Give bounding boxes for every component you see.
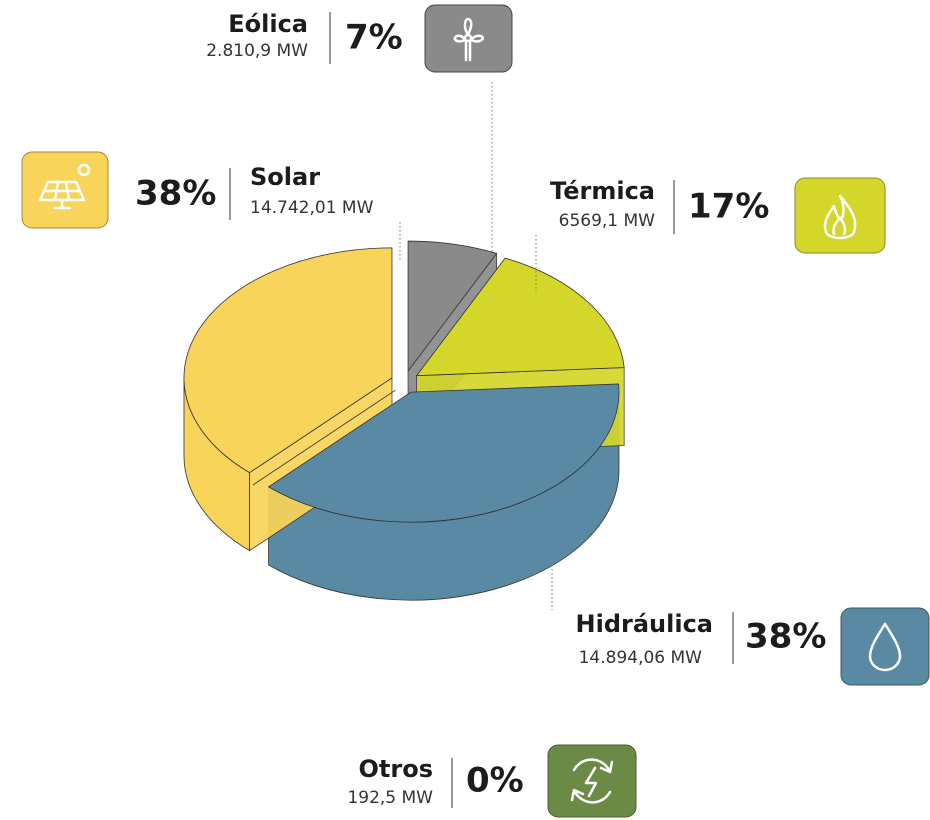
detail-label: 14.742,01 MW	[250, 198, 374, 218]
icon-box	[840, 607, 930, 686]
detail-label: 192,5 MW	[347, 788, 433, 808]
icon-box	[547, 744, 637, 818]
value-label: 38%	[745, 617, 826, 657]
detail-label: 14.894,06 MW	[579, 648, 703, 668]
value-label: 7%	[345, 18, 403, 58]
category-label: Solar	[250, 163, 320, 191]
renew-icon	[570, 758, 614, 804]
slice	[415, 257, 625, 377]
detail-label: 6569,1 MW	[559, 211, 656, 231]
label-otros: Otros 192,5 MW 0%	[347, 744, 637, 818]
label-hidraulica: Hidráulica 14.894,06 MW 38%	[576, 607, 930, 686]
wind-icon	[453, 17, 485, 62]
label-termica: Térmica 6569,1 MW 17%	[550, 177, 886, 254]
label-solar: 38% Solar 14.742,01 MW	[21, 151, 374, 229]
drop-icon	[868, 622, 902, 672]
detail-label: 2.810,9 MW	[206, 41, 308, 61]
slice	[252, 389, 396, 486]
slice	[183, 247, 393, 474]
icon-box	[794, 177, 886, 254]
category-label: Eólica	[228, 10, 308, 38]
value-label: 38%	[135, 174, 216, 214]
slice	[267, 383, 620, 523]
solar-icon	[38, 163, 91, 210]
category-label: Térmica	[550, 177, 655, 205]
category-label: Hidráulica	[576, 610, 713, 638]
category-label: Otros	[359, 755, 433, 783]
flame-icon	[823, 194, 857, 240]
label-eolica: Eólica 2.810,9 MW 7%	[206, 4, 513, 73]
pie	[183, 240, 625, 601]
value-label: 17%	[688, 187, 769, 227]
value-label: 0%	[466, 761, 524, 801]
slice	[407, 240, 498, 373]
icon-box	[424, 4, 513, 73]
